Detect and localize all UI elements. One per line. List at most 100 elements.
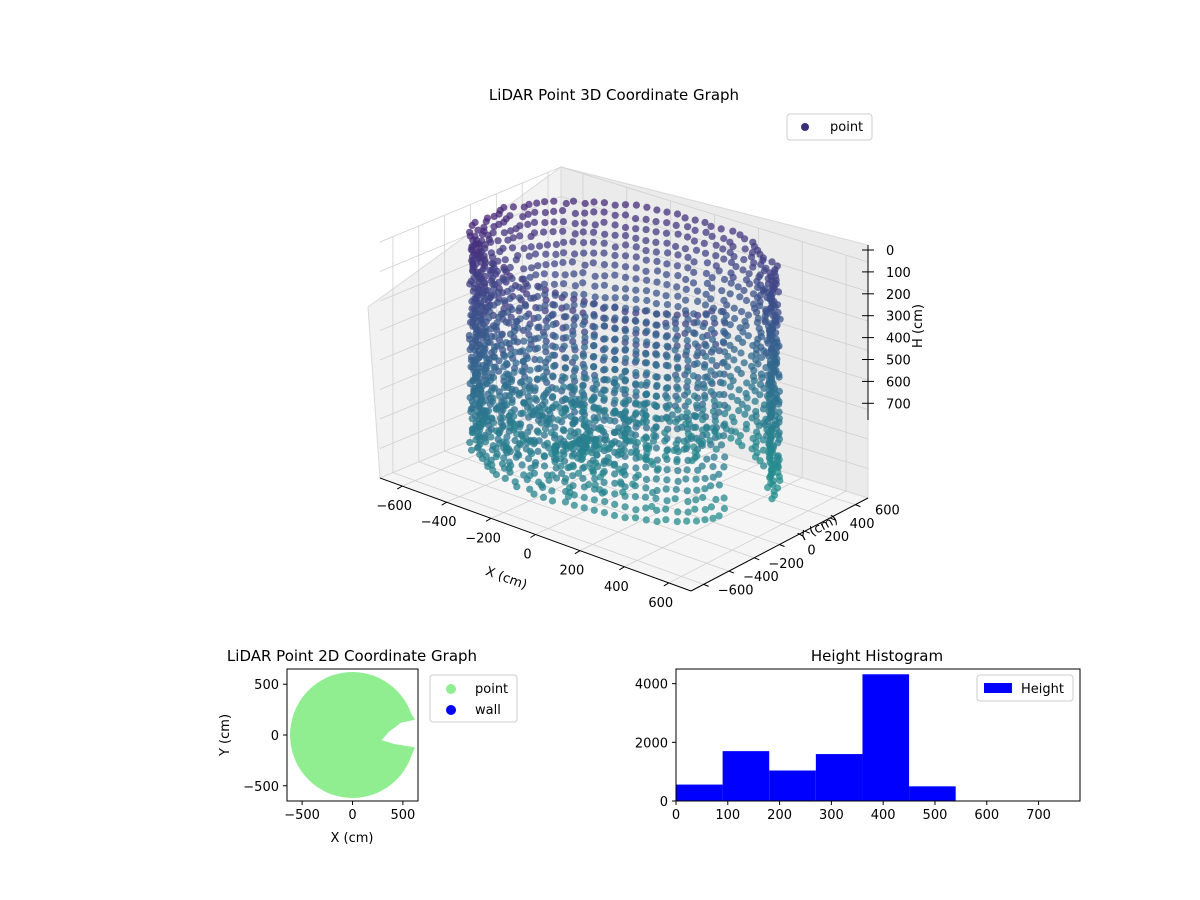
point-3d xyxy=(750,300,758,308)
point-3d xyxy=(571,395,580,403)
point-3d xyxy=(715,408,723,416)
point-3d xyxy=(543,241,552,249)
point-3d xyxy=(503,433,511,441)
point-3d xyxy=(478,419,486,427)
chart-2d: LiDAR Point 2D Coordinate Graph −500 0 500… xyxy=(218,647,518,846)
point-3d xyxy=(502,447,510,455)
point-3d xyxy=(645,445,653,453)
point-3d xyxy=(653,381,661,389)
point-3d xyxy=(740,286,748,295)
point-3d xyxy=(719,245,727,253)
point-3d xyxy=(632,201,641,209)
point-3d xyxy=(662,384,670,392)
point-3d xyxy=(668,411,676,419)
point-3d xyxy=(520,275,528,283)
point-3d xyxy=(648,502,656,511)
point-3d xyxy=(540,280,549,288)
point-3d xyxy=(690,310,698,318)
z-tick-label-3d: 700 xyxy=(886,397,911,412)
point-3d xyxy=(738,442,746,450)
point-3d xyxy=(535,304,544,312)
point-3d xyxy=(471,218,479,226)
point-3d xyxy=(558,469,566,477)
point-3d xyxy=(600,218,608,226)
point-3d xyxy=(739,338,747,346)
point-3d xyxy=(632,356,640,364)
point-3d xyxy=(483,355,491,363)
point-3d xyxy=(643,369,651,377)
point-3d xyxy=(692,496,700,504)
point-3d xyxy=(600,508,609,517)
point-3d xyxy=(581,261,589,269)
grid-line-3d xyxy=(379,166,869,263)
point-3d xyxy=(561,364,570,372)
point-3d xyxy=(681,307,690,315)
point-3d xyxy=(684,326,692,334)
point-3d xyxy=(674,385,682,393)
point-3d xyxy=(550,218,558,226)
point-3d xyxy=(712,241,720,249)
point-3d xyxy=(748,249,757,257)
point-3d xyxy=(766,429,775,438)
point-3d xyxy=(632,347,640,355)
point-3d xyxy=(642,267,650,275)
point-3d xyxy=(526,437,534,445)
point-3d xyxy=(499,244,507,252)
point-3d xyxy=(487,433,495,441)
point-3d xyxy=(740,359,748,367)
y-tick-label-2d: 500 xyxy=(254,678,279,693)
point-3d xyxy=(475,364,483,372)
point-3d xyxy=(561,498,570,506)
point-3d xyxy=(549,310,557,318)
point-3d xyxy=(703,279,712,287)
point-3d xyxy=(534,313,542,322)
point-3d xyxy=(692,475,700,483)
legend-2d-marker-wall xyxy=(446,705,456,715)
point-3d xyxy=(652,494,660,503)
point-3d xyxy=(740,256,748,264)
point-3d xyxy=(471,322,479,330)
point-3d xyxy=(771,351,779,359)
point-3d xyxy=(580,363,588,372)
point-3d xyxy=(649,437,658,445)
point-3d xyxy=(531,384,539,392)
point-3d xyxy=(762,306,770,314)
point-3d xyxy=(545,476,553,484)
point-3d xyxy=(580,463,589,471)
point-3d xyxy=(601,303,609,311)
x-tick-label-3d: 400 xyxy=(604,580,629,595)
point-3d xyxy=(500,203,508,212)
point-3d xyxy=(673,283,681,291)
point-3d xyxy=(541,209,550,217)
point-3d xyxy=(642,215,650,223)
point-3d xyxy=(709,345,718,354)
point-3d xyxy=(721,453,729,461)
point-3d xyxy=(634,471,642,479)
point-3d xyxy=(611,375,619,383)
point-3d xyxy=(691,505,699,513)
point-3d xyxy=(489,373,498,382)
point-3d xyxy=(581,313,589,321)
point-3d xyxy=(642,226,650,234)
point-3d xyxy=(489,394,497,402)
point-3d xyxy=(525,376,533,384)
y-tick-label-hist: 2000 xyxy=(635,736,668,751)
point-3d xyxy=(507,227,515,235)
point-3d xyxy=(683,517,691,525)
point-3d xyxy=(674,365,682,373)
point-3d xyxy=(520,337,528,345)
point-3d xyxy=(551,423,559,431)
x-tick-label-hist: 600 xyxy=(974,808,999,823)
point-3d xyxy=(748,362,756,370)
point-3d xyxy=(520,265,528,273)
point-3d xyxy=(663,404,671,412)
point-3d xyxy=(617,478,625,486)
point-3d xyxy=(684,315,692,323)
point-3d xyxy=(481,259,489,267)
point-3d xyxy=(478,399,486,407)
point-3d xyxy=(546,420,554,428)
point-3d xyxy=(544,386,552,394)
point-3d xyxy=(520,244,528,252)
point-3d xyxy=(601,314,609,322)
point-3d xyxy=(730,304,738,312)
